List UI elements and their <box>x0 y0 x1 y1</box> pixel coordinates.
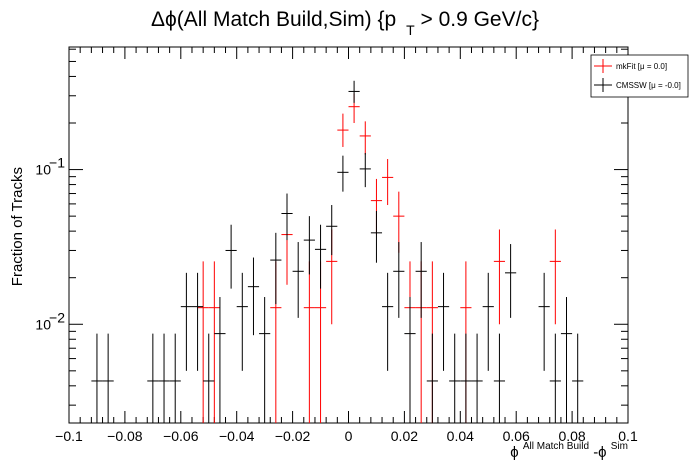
axis-ticks <box>68 47 629 423</box>
legend: mkFit [μ = 0.0] CMSSW [μ = -0.0] <box>590 54 689 98</box>
y-tick-exponent: −2 <box>49 309 65 325</box>
chart-title: Δϕ(All Match Build,Sim) {p T > 0.9 GeV/c… <box>151 8 539 40</box>
y-tick-label: 10 <box>35 316 51 332</box>
series-cmssw <box>91 80 584 423</box>
x-tick-label: 0.02 <box>391 428 418 444</box>
x-tick-label: 0.08 <box>558 428 585 444</box>
legend-mkfit-label: mkFit [μ = 0.0] <box>616 62 667 71</box>
x-axis-label: ϕ All Match Build -ϕ Sim <box>510 436 628 461</box>
title-main: Δϕ(All Match Build,Sim) {p <box>151 8 396 31</box>
x-tick-label: 0 <box>345 428 353 444</box>
x-tick-label: 0.04 <box>447 428 474 444</box>
x-tick-label: −0.06 <box>163 428 199 444</box>
title-tail: > 0.9 GeV/c} <box>420 8 539 31</box>
x-tick-label: −0.08 <box>107 428 143 444</box>
x-tick-label: 0.1 <box>618 428 638 444</box>
x-tick-label: −0.04 <box>219 428 255 444</box>
x-tick-label: −0.02 <box>275 428 311 444</box>
data-marks <box>91 80 584 423</box>
x-tick-label: −0.1 <box>55 428 83 444</box>
x-label-sup2: Sim <box>611 441 628 452</box>
y-tick-exponent: −1 <box>49 155 65 171</box>
axis-tick-labels: −0.1 −0.08 −0.06 −0.04 −0.02 0 0.02 0.04 0.06 0.0… <box>35 155 638 444</box>
legend-cmssw-label: CMSSW [μ = -0.0] <box>616 81 681 90</box>
title-subscript: T <box>406 22 415 38</box>
x-label-sup1: All Match Build <box>523 441 589 452</box>
x-tick-label: 0.06 <box>503 428 530 444</box>
y-axis-label: Fraction of Tracks <box>9 167 26 286</box>
y-tick-label: 10 <box>35 162 51 178</box>
legend-box <box>590 54 689 98</box>
x-label-mid: -ϕ <box>593 444 606 461</box>
x-label-phi1: ϕ <box>510 444 518 461</box>
